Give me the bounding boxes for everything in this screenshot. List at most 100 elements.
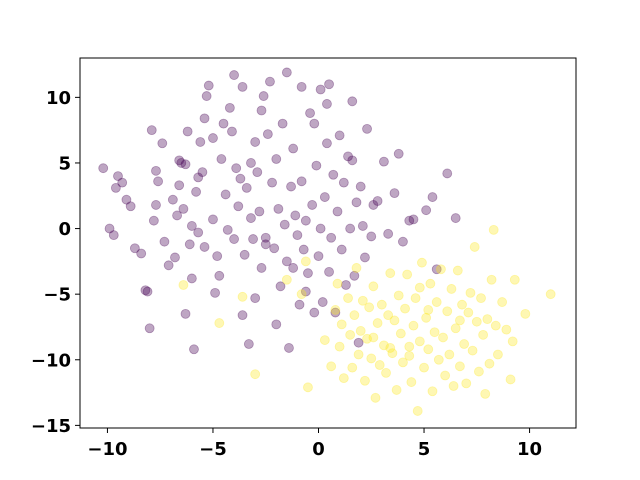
data-point-series-0 bbox=[362, 123, 372, 134]
data-point-series-1 bbox=[404, 341, 415, 352]
points-layer bbox=[98, 67, 556, 416]
data-point-series-0 bbox=[246, 158, 256, 168]
data-point-series-0 bbox=[184, 239, 195, 250]
data-point-series-1 bbox=[368, 281, 379, 292]
data-point-series-0 bbox=[290, 210, 301, 221]
data-point-series-0 bbox=[300, 286, 311, 297]
data-point-series-1 bbox=[400, 303, 410, 314]
data-point-series-0 bbox=[427, 192, 438, 202]
data-point-series-0 bbox=[108, 230, 119, 241]
x-tick-label: −5 bbox=[199, 439, 227, 460]
data-point-series-0 bbox=[178, 203, 189, 214]
data-point-series-0 bbox=[208, 133, 218, 143]
data-point-series-1 bbox=[214, 318, 225, 328]
data-point-series-0 bbox=[233, 201, 244, 212]
data-point-series-0 bbox=[180, 159, 191, 170]
data-point-series-1 bbox=[330, 305, 341, 315]
data-point-series-1 bbox=[507, 336, 518, 347]
data-point-series-1 bbox=[476, 293, 486, 304]
data-point-series-1 bbox=[419, 362, 429, 373]
data-point-series-1 bbox=[429, 327, 440, 338]
data-point-series-1 bbox=[343, 293, 353, 304]
data-point-series-0 bbox=[334, 130, 345, 141]
data-point-series-1 bbox=[442, 306, 453, 317]
y-tick-label: 0 bbox=[58, 219, 71, 240]
data-point-series-0 bbox=[248, 234, 258, 244]
data-point-series-0 bbox=[379, 156, 389, 167]
data-point-series-0 bbox=[355, 181, 366, 192]
data-point-series-0 bbox=[214, 270, 225, 281]
data-point-series-1 bbox=[326, 361, 337, 372]
data-point-series-1 bbox=[303, 382, 313, 393]
data-point-series-1 bbox=[408, 320, 419, 331]
data-point-series-1 bbox=[360, 375, 370, 386]
data-point-series-0 bbox=[343, 151, 353, 162]
data-point-series-0 bbox=[351, 197, 362, 208]
data-point-series-1 bbox=[381, 367, 391, 378]
data-point-series-0 bbox=[315, 223, 326, 234]
data-point-series-1 bbox=[398, 357, 408, 368]
data-point-series-0 bbox=[317, 297, 328, 307]
data-point-series-1 bbox=[431, 297, 442, 307]
data-point-series-0 bbox=[288, 263, 299, 273]
data-point-series-0 bbox=[148, 215, 159, 226]
data-point-series-0 bbox=[313, 251, 324, 262]
data-point-series-0 bbox=[151, 165, 161, 176]
data-point-series-0 bbox=[315, 84, 326, 95]
data-point-series-0 bbox=[182, 126, 193, 137]
data-point-series-1 bbox=[486, 274, 497, 285]
data-point-series-1 bbox=[281, 274, 292, 285]
data-point-series-1 bbox=[353, 349, 364, 360]
data-point-series-0 bbox=[324, 79, 334, 90]
data-point-series-1 bbox=[433, 354, 444, 365]
data-point-series-0 bbox=[191, 186, 201, 197]
data-point-series-1 bbox=[296, 289, 307, 300]
data-point-series-0 bbox=[172, 210, 182, 221]
data-point-series-0 bbox=[193, 172, 204, 183]
data-point-series-0 bbox=[431, 264, 442, 275]
data-point-series-0 bbox=[216, 154, 227, 164]
data-point-series-1 bbox=[385, 343, 396, 353]
x-tick-label: 10 bbox=[517, 439, 542, 460]
data-point-series-0 bbox=[267, 177, 277, 188]
x-tick-label: 5 bbox=[418, 439, 431, 460]
y-axis: −15 −10 −5 0 5 10 bbox=[31, 88, 80, 437]
data-point-series-1 bbox=[463, 307, 474, 318]
data-point-series-0 bbox=[347, 155, 358, 166]
data-point-series-0 bbox=[275, 281, 286, 292]
data-point-series-0 bbox=[212, 251, 223, 262]
data-point-series-0 bbox=[125, 201, 136, 212]
data-point-series-1 bbox=[467, 345, 478, 356]
data-point-series-1 bbox=[374, 360, 385, 370]
data-point-series-0 bbox=[330, 307, 341, 318]
data-point-series-0 bbox=[193, 227, 204, 238]
data-point-series-1 bbox=[478, 329, 489, 340]
data-point-series-0 bbox=[296, 176, 307, 187]
data-point-series-1 bbox=[488, 224, 499, 235]
data-point-series-0 bbox=[360, 252, 370, 263]
data-point-series-0 bbox=[195, 137, 206, 147]
data-point-series-0 bbox=[408, 214, 419, 225]
data-point-series-0 bbox=[281, 256, 292, 267]
data-point-series-0 bbox=[142, 286, 153, 297]
data-point-series-1 bbox=[446, 284, 457, 294]
data-point-series-0 bbox=[210, 287, 220, 298]
data-point-series-1 bbox=[368, 332, 379, 343]
data-point-series-1 bbox=[319, 335, 330, 345]
data-point-series-0 bbox=[294, 299, 305, 310]
data-point-series-1 bbox=[393, 290, 404, 301]
y-tick-label: 5 bbox=[58, 153, 71, 174]
x-tick-label: 0 bbox=[312, 439, 325, 460]
data-point-series-0 bbox=[421, 205, 432, 216]
data-point-series-0 bbox=[309, 118, 320, 129]
y-tick-label: −5 bbox=[43, 285, 71, 306]
data-point-series-1 bbox=[351, 263, 362, 273]
data-point-series-0 bbox=[146, 125, 157, 136]
data-point-series-0 bbox=[349, 270, 360, 281]
data-point-series-1 bbox=[332, 278, 343, 289]
data-point-series-1 bbox=[509, 274, 520, 285]
data-point-series-0 bbox=[353, 337, 364, 348]
data-point-series-1 bbox=[385, 268, 396, 279]
data-point-series-1 bbox=[452, 265, 463, 276]
y-tick-label: 10 bbox=[46, 88, 71, 109]
